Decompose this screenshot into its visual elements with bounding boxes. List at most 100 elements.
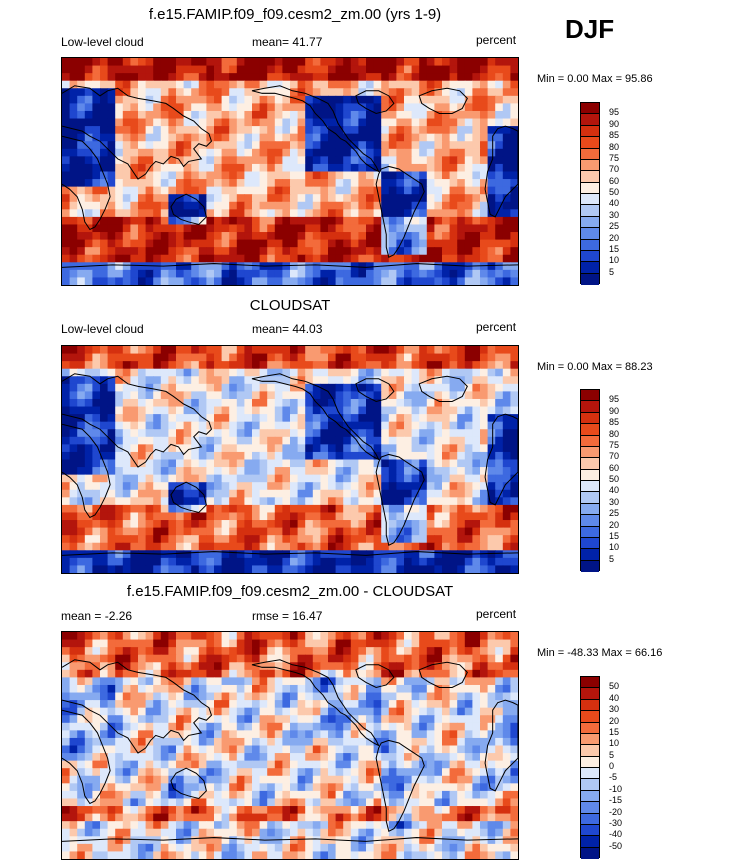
field-cell bbox=[457, 133, 466, 142]
field-cell bbox=[206, 535, 215, 544]
field-cell bbox=[350, 368, 360, 377]
field-cell bbox=[480, 277, 489, 285]
field-cell bbox=[100, 353, 109, 362]
field-cell bbox=[350, 707, 360, 716]
field-cell bbox=[214, 421, 223, 430]
field-cell bbox=[100, 565, 109, 573]
field-cell bbox=[191, 700, 200, 709]
field-cell bbox=[480, 171, 489, 180]
field-cell bbox=[138, 383, 147, 393]
field-cell bbox=[419, 497, 428, 506]
field-cell bbox=[328, 277, 337, 285]
field-cell bbox=[244, 535, 253, 544]
field-cell bbox=[130, 790, 139, 800]
field-cell bbox=[419, 745, 428, 754]
field-cell bbox=[297, 73, 306, 82]
field-cell bbox=[388, 224, 398, 233]
field-cell bbox=[62, 639, 71, 648]
field-cell bbox=[92, 436, 101, 445]
field-cell bbox=[229, 790, 238, 800]
field-cell bbox=[244, 65, 253, 74]
field-cell bbox=[358, 467, 367, 476]
field-cell bbox=[69, 103, 78, 112]
field-cell bbox=[229, 459, 238, 468]
field-cell bbox=[411, 768, 420, 777]
field-cell bbox=[449, 277, 458, 285]
field-cell bbox=[510, 654, 518, 663]
field-cell bbox=[77, 684, 86, 694]
field-cell bbox=[320, 254, 329, 263]
field-cell bbox=[77, 247, 86, 256]
field-cell bbox=[426, 239, 436, 248]
field-cell bbox=[502, 647, 512, 656]
field-cell bbox=[138, 557, 147, 567]
field-cell bbox=[183, 504, 192, 514]
field-cell bbox=[92, 565, 101, 573]
field-cell bbox=[495, 730, 504, 739]
field-cell bbox=[214, 459, 223, 468]
field-cell bbox=[297, 368, 306, 377]
field-cell bbox=[297, 254, 306, 263]
field-cell bbox=[328, 216, 337, 226]
field-cell bbox=[168, 474, 177, 483]
field-cell bbox=[381, 436, 390, 445]
field-cell bbox=[282, 95, 291, 105]
field-cell bbox=[198, 391, 208, 400]
field-cell bbox=[259, 414, 268, 423]
field-cell bbox=[373, 654, 382, 663]
field-cell bbox=[236, 148, 246, 157]
field-cell bbox=[115, 406, 124, 415]
field-cell bbox=[191, 790, 200, 800]
field-cell bbox=[495, 474, 504, 483]
field-cell bbox=[449, 700, 458, 709]
field-cell bbox=[259, 391, 268, 400]
field-cell bbox=[176, 707, 185, 716]
field-cell bbox=[122, 163, 132, 173]
field-cell bbox=[457, 179, 466, 188]
field-cell bbox=[115, 700, 124, 709]
field-cell bbox=[259, 692, 268, 701]
field-cell bbox=[282, 391, 291, 400]
field-cell bbox=[100, 368, 109, 377]
field-cell bbox=[373, 80, 382, 89]
field-cell bbox=[442, 126, 451, 135]
field-cell bbox=[335, 654, 344, 663]
field-cell bbox=[176, 163, 185, 173]
field-cell bbox=[115, 277, 124, 285]
field-cell bbox=[138, 459, 147, 468]
field-cell bbox=[419, 171, 428, 180]
field-cell bbox=[290, 474, 299, 483]
field-cell bbox=[100, 737, 109, 747]
field-cell bbox=[274, 163, 284, 173]
field-cell bbox=[100, 391, 109, 400]
field-cell bbox=[229, 201, 238, 210]
field-cell bbox=[168, 201, 177, 210]
field-cell bbox=[480, 361, 489, 370]
field-cell bbox=[244, 429, 253, 438]
field-cell bbox=[510, 429, 518, 438]
field-cell bbox=[130, 346, 139, 355]
field-cell bbox=[510, 80, 518, 89]
field-cell bbox=[442, 557, 451, 567]
field-cell bbox=[312, 436, 322, 445]
field-cell bbox=[472, 760, 481, 769]
field-cell bbox=[84, 451, 94, 461]
field-cell bbox=[267, 557, 276, 567]
field-cell bbox=[290, 209, 299, 218]
field-cell bbox=[69, 692, 78, 701]
coastline bbox=[62, 423, 111, 519]
field-cell bbox=[343, 95, 352, 105]
field-cell bbox=[366, 565, 375, 573]
field-cell bbox=[510, 148, 518, 157]
field-cell bbox=[206, 429, 215, 438]
field-cell bbox=[92, 239, 101, 248]
field-cell bbox=[404, 73, 413, 82]
field-cell bbox=[510, 760, 518, 769]
field-cell bbox=[267, 730, 276, 739]
field-cell bbox=[153, 775, 162, 784]
field-cell bbox=[274, 103, 284, 112]
field-cell bbox=[191, 535, 200, 544]
field-cell bbox=[130, 512, 139, 521]
field-cell bbox=[358, 429, 367, 438]
field-cell bbox=[343, 353, 352, 362]
